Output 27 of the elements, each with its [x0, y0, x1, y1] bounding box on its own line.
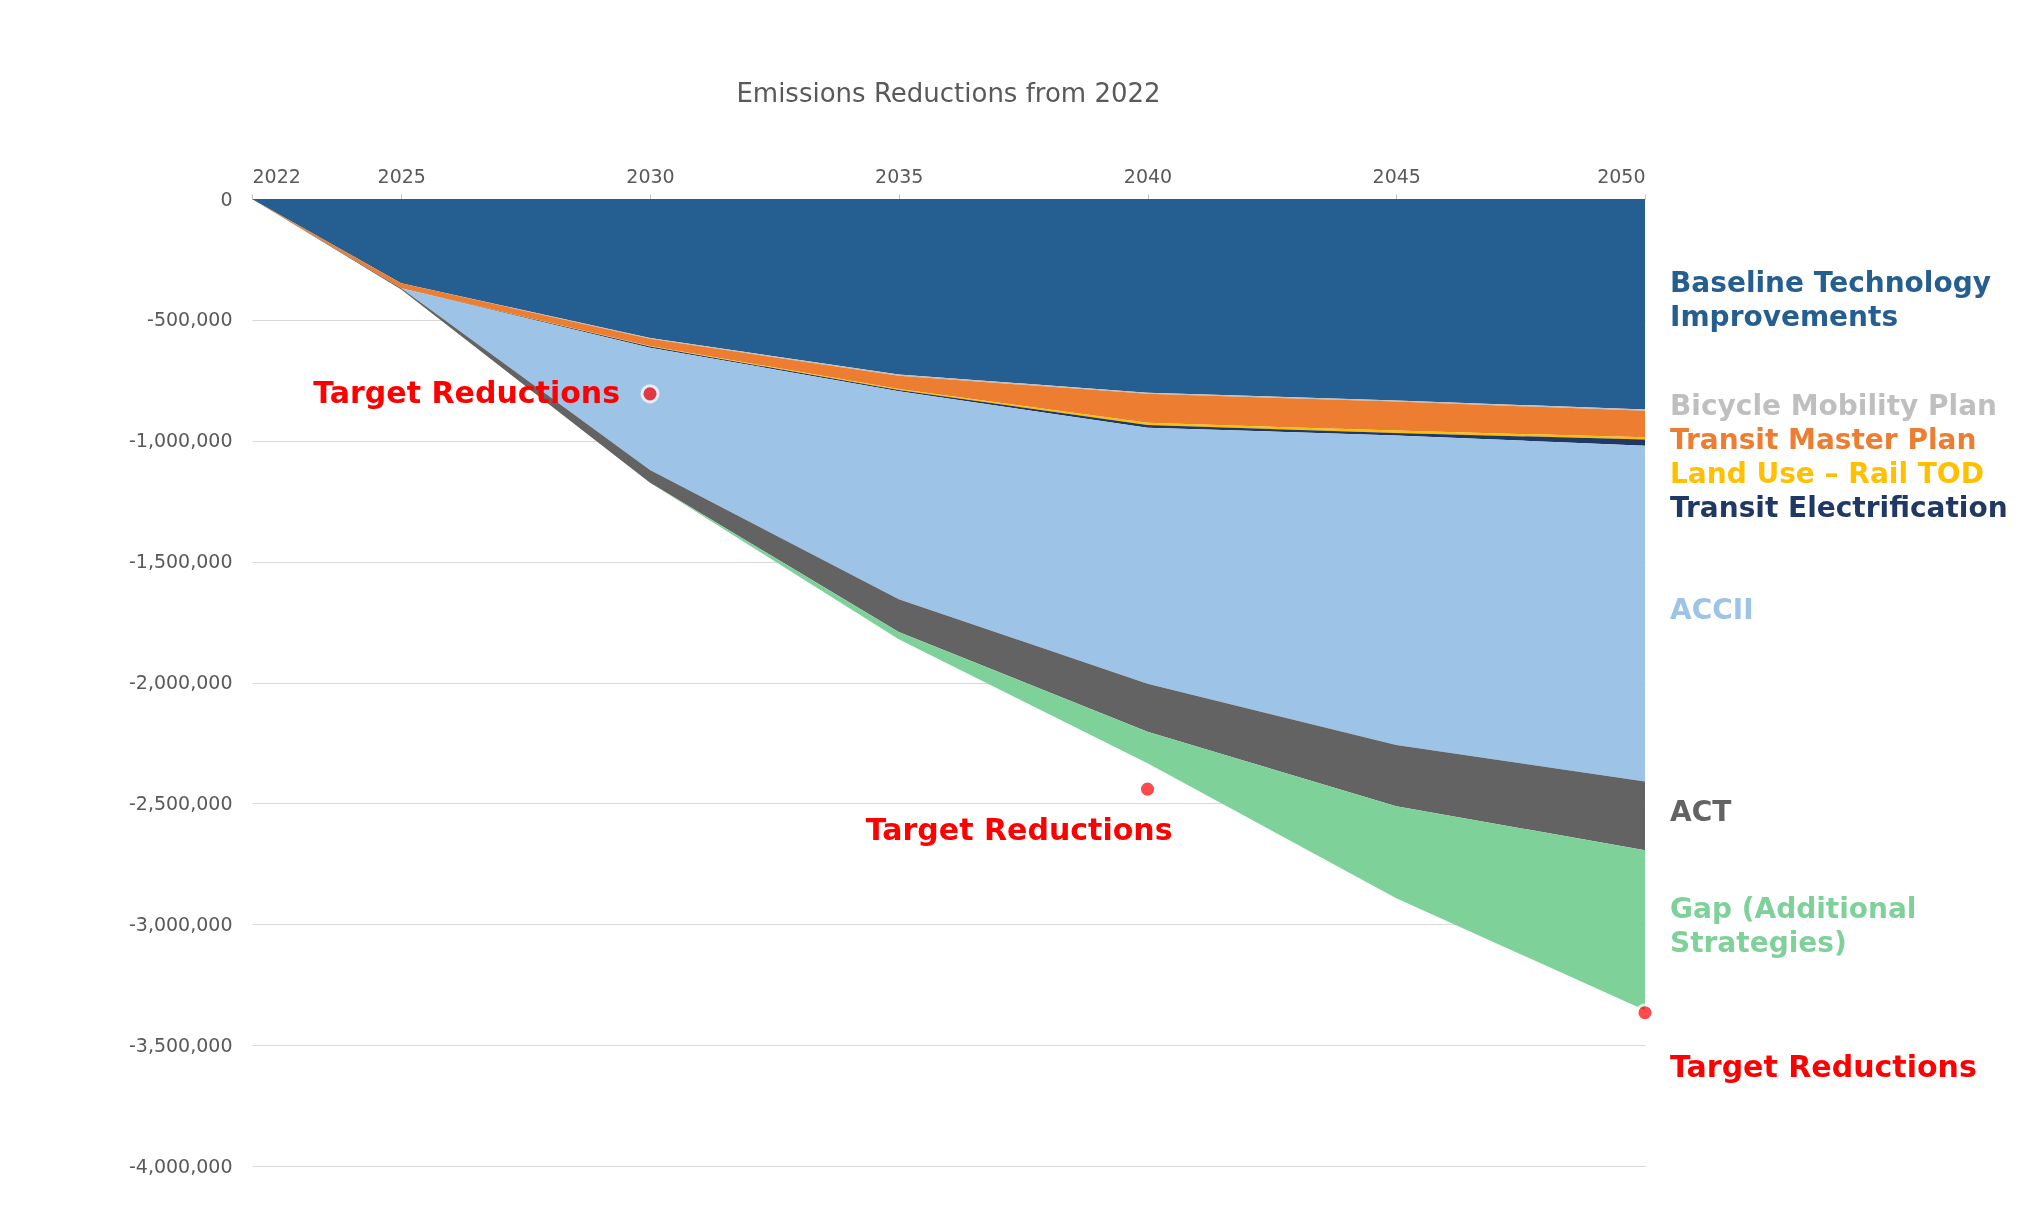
series-label: Transit Electrification [1670, 491, 2008, 525]
y-tick-label: -1,500,000 [128, 550, 233, 573]
chart-title: Emissions Reductions from 2022 [736, 78, 1161, 108]
y-tick-label: -3,500,000 [128, 1033, 233, 1056]
series-label: ACT [1670, 794, 1732, 828]
x-tick-label: 2050 [1597, 164, 1646, 187]
y-tick-label: -2,500,000 [128, 791, 233, 814]
x-tick-label: 2025 [377, 164, 426, 187]
x-tick-label: 2030 [626, 164, 675, 187]
annotation: Target Reductions [1670, 1048, 1977, 1084]
series-label: Transit Master Plan [1670, 423, 1977, 457]
series-label: Gap (Additional Strategies) [1670, 892, 1917, 960]
annotation: Target Reductions [865, 812, 1173, 848]
series-label: ACCII [1670, 592, 1754, 626]
y-tick-label: 0 [220, 187, 233, 210]
series-label: Baseline Technology Improvements [1670, 266, 1991, 334]
x-tick-label: 2045 [1372, 164, 1421, 187]
series-label: Bicycle Mobility Plan [1670, 389, 1997, 423]
y-tick-label: -3,000,000 [128, 912, 233, 935]
x-tick-label: 2022 [252, 164, 301, 187]
x-tick-label: 2040 [1123, 164, 1173, 187]
y-tick-label: -4,000,000 [128, 1154, 233, 1177]
x-tick-label: 2035 [875, 164, 924, 187]
y-tick-label: -500,000 [147, 308, 233, 331]
y-tick-label: -2,000,000 [128, 671, 233, 693]
y-tick-label: -1,000,000 [128, 429, 233, 452]
series-label: Land Use – Rail TOD [1670, 457, 1984, 491]
